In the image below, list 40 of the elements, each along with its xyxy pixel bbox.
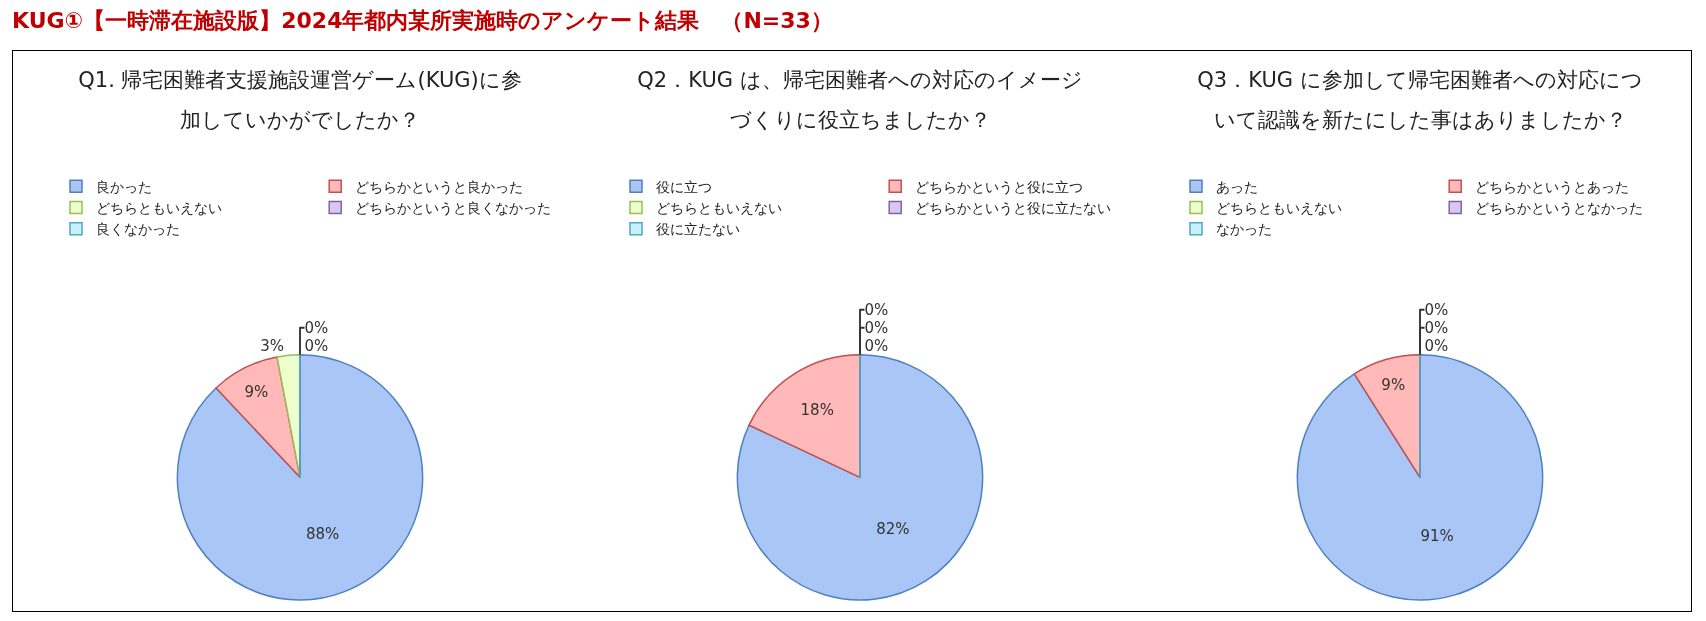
pie-slice (736, 353, 984, 601)
data-label: 9% (244, 382, 269, 401)
data-label: 88% (305, 525, 340, 544)
legend-label: どちらかというと良くなかった (355, 200, 552, 217)
pie-slice (215, 356, 301, 479)
legend-label: どちらかというとあった (1475, 178, 1630, 195)
data-label: 9% (1381, 376, 1406, 395)
pie-slice (1296, 353, 1544, 601)
legend-label: どちらかというとなかった (1475, 200, 1644, 217)
chart-title: Q3．KUG に参加して帰宅困難者への対応について認識を新たにした事はありましたか？ (1196, 67, 1644, 134)
legend-label: どちらともいえない (96, 200, 222, 217)
text: 0% (304, 336, 329, 355)
data-label: 18% (800, 400, 834, 419)
legend-label: 良かった (96, 178, 152, 195)
text: 0% (864, 300, 889, 319)
legend-label: 役に立たない (656, 221, 740, 238)
data-label: 82% (876, 520, 910, 539)
text: 0% (304, 318, 329, 337)
text: 0% (864, 318, 889, 337)
legend-label: どちらかというと役に立たない (915, 200, 1112, 217)
pie-slice (748, 353, 861, 479)
legend-label: どちらかというと良かった (355, 178, 524, 195)
legend-label: どちらかというと役に立つ (915, 178, 1084, 195)
text: 0% (1424, 336, 1449, 355)
data-label: 3% (260, 337, 284, 356)
legend-label: あった (1216, 178, 1258, 195)
chart-title: Q1. 帰宅困難者支援施設運営ゲーム(KUG)に参加していかがでしたか？ (77, 67, 523, 134)
text: 0% (1424, 318, 1449, 337)
legend-label: なかった (1216, 221, 1272, 238)
text: 0% (864, 336, 889, 355)
text: 0% (1424, 300, 1449, 319)
legend-label: 役に立つ (656, 178, 712, 195)
pie-slice (1353, 353, 1421, 479)
chart-title: Q2．KUG は、帰宅困難者への対応のイメージづくりに役立ちましたか？ (636, 67, 1084, 134)
legend-label: 良くなかった (96, 221, 180, 238)
data-label: 91% (1420, 527, 1454, 546)
text: KUG①【一時滞在施設版】2024年都内某所実施時のアンケート結果 （N=33） (12, 7, 833, 35)
legend-label: どちらともいえない (1216, 200, 1342, 217)
pie-slice (176, 353, 424, 601)
legend-label: どちらともいえない (656, 200, 782, 217)
